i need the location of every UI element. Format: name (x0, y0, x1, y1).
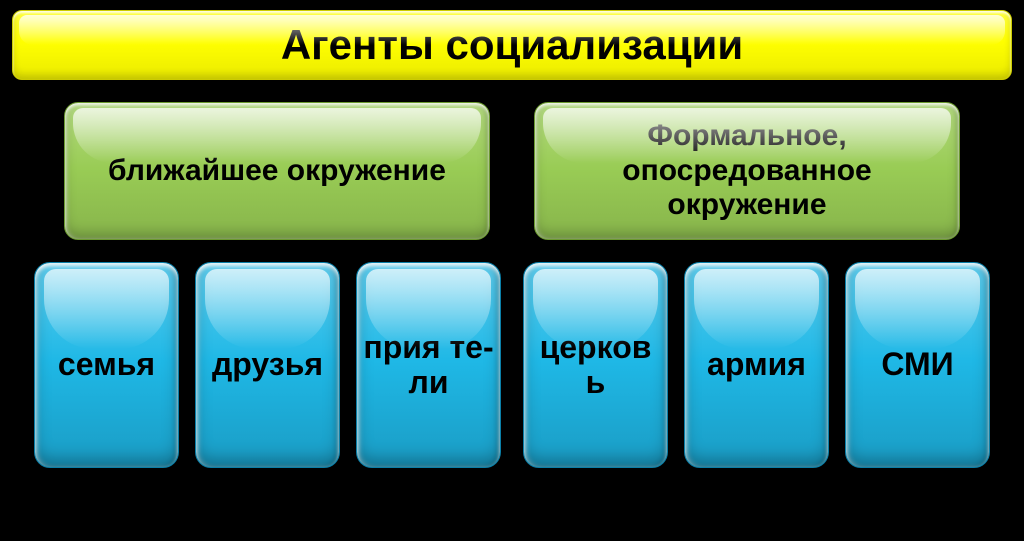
item-label: армия (701, 347, 812, 382)
item-label: друзья (206, 347, 329, 382)
item-label: СМИ (875, 347, 959, 382)
title-box: Агенты социализации (12, 10, 1012, 80)
item-label: церковь (524, 330, 667, 400)
items-row: семья друзья прия те-ли церковь армия СМ… (12, 262, 1012, 468)
category-box-formal: Формальное, опосредованное окружение (534, 102, 960, 240)
item-box: армия (684, 262, 829, 468)
item-box: прия те-ли (356, 262, 501, 468)
item-label: прия те-ли (357, 330, 500, 400)
diagram-canvas: Агенты социализации ближайшее окружение … (0, 0, 1024, 541)
category-label: ближайшее окружение (98, 154, 456, 189)
category-box-near: ближайшее окружение (64, 102, 490, 240)
item-box: церковь (523, 262, 668, 468)
item-label: семья (52, 347, 161, 382)
category-label: Формальное, опосредованное окружение (535, 119, 959, 223)
title-text: Агенты социализации (281, 23, 743, 67)
item-box: друзья (195, 262, 340, 468)
item-box: СМИ (845, 262, 990, 468)
item-group-formal: церковь армия СМИ (523, 262, 990, 468)
item-box: семья (34, 262, 179, 468)
item-group-near: семья друзья прия те-ли (34, 262, 501, 468)
category-row: ближайшее окружение Формальное, опосредо… (12, 102, 1012, 240)
